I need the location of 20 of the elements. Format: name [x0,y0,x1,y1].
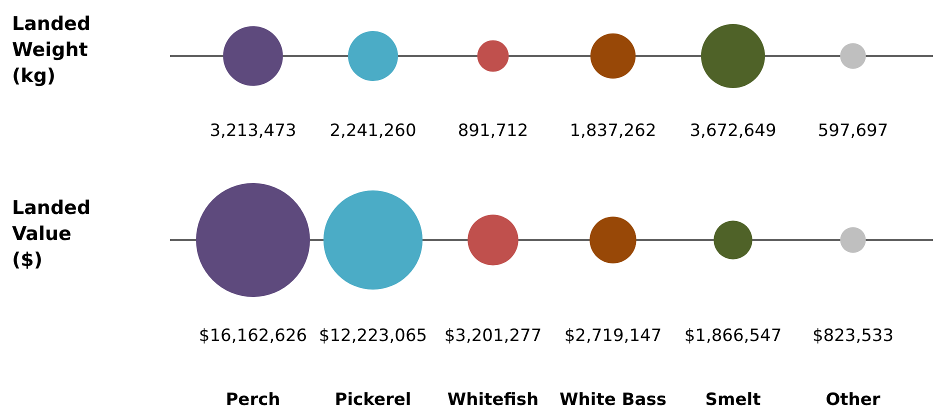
text: Landed Value ($) [12,197,91,271]
data-label: 2,241,260 [330,121,416,141]
category-label: Other [826,390,881,410]
data-label: $823,533 [812,326,894,346]
data-label: $2,719,147 [564,326,662,346]
data-label: $3,201,277 [444,326,542,346]
data-label: 597,697 [818,121,888,141]
data-label: $16,162,626 [198,326,308,346]
text: Landed Weight (kg) [12,13,91,87]
data-label: 1,837,262 [570,121,656,141]
category-label: Perch [226,390,280,410]
data-label: 3,672,649 [690,121,776,141]
category-label: Smelt [705,390,761,410]
category-label: White Bass [560,390,666,410]
data-label: $12,223,065 [318,326,428,346]
category-label: Whitefish [447,390,539,410]
data-label: $1,866,547 [684,326,782,346]
data-label: 891,712 [458,121,528,141]
category-label: Pickerel [334,390,412,410]
data-label: 3,213,473 [210,121,296,141]
